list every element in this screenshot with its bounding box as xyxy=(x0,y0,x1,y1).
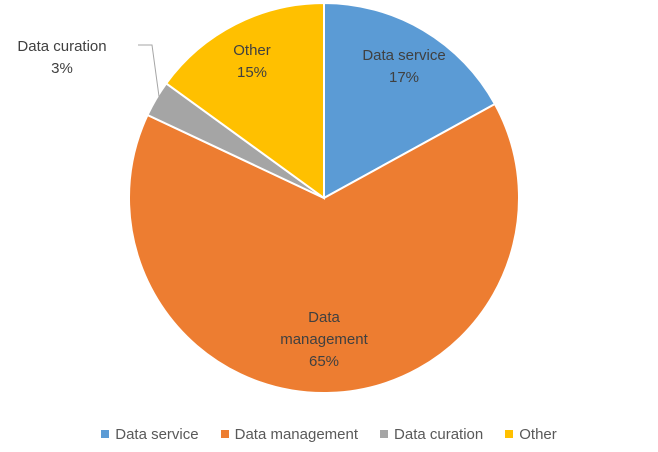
slice-label-other: Other 15% xyxy=(233,42,271,81)
legend-swatch-data-service xyxy=(101,430,110,438)
legend-item-data-service: Data service xyxy=(101,425,199,443)
leader-line-data-curation xyxy=(138,44,161,101)
legend-swatch-data-curation xyxy=(380,430,389,438)
pie-slice-other xyxy=(164,1,325,200)
leader-lines xyxy=(138,44,161,101)
legend-item-data-management: Data management xyxy=(220,425,359,443)
pie-slice-data-service xyxy=(323,1,497,200)
legend-label-data-curation: Data curation xyxy=(394,425,484,443)
pie-slices xyxy=(128,1,520,394)
legend-label-data-management: Data management xyxy=(234,425,359,443)
legend-swatch-other xyxy=(505,430,514,438)
pie-slice-data-management xyxy=(128,102,520,394)
slice-labels: Data service 17% Data management 65% Data cur… xyxy=(17,38,445,370)
legend-item-data-curation: Data curation xyxy=(380,426,483,443)
legend-swatch-data-management xyxy=(220,430,229,438)
pie-chart-canvas: Data service 17% Data management 65% Data cur… xyxy=(17,1,520,394)
legend-item-other: Other xyxy=(505,426,557,443)
legend-label-data-service: Data service xyxy=(115,425,199,443)
slice-label-data-management: Data management 65% xyxy=(280,309,368,370)
chart-legend: Data service Data management Data curati… xyxy=(0,423,658,445)
legend-label-other: Other xyxy=(519,425,557,443)
slice-label-data-service: Data service 17% xyxy=(362,47,445,86)
slice-label-data-curation: Data curation 3% xyxy=(17,38,106,77)
